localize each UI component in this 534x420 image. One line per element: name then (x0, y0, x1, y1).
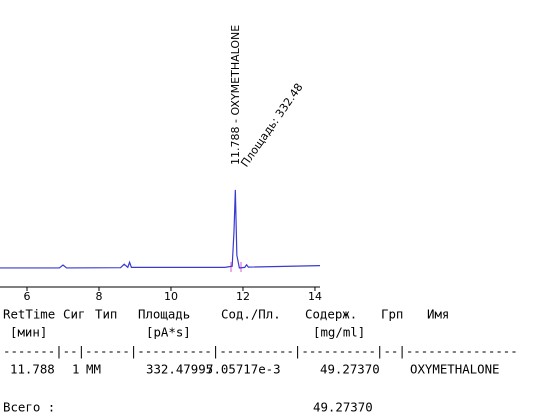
x-tick-label: 10 (164, 290, 178, 303)
total-value: 49.27370 (313, 400, 373, 415)
table-cell: 7.05717e-3 (206, 362, 281, 377)
column-header: Тип (95, 307, 117, 322)
column-unit: [mg/ml] (313, 325, 365, 340)
column-header: Площадь (138, 307, 190, 322)
table-cell: 11.788 (10, 362, 55, 377)
table-cell: 332.47995 (146, 362, 213, 377)
column-header: Содерж. (305, 307, 357, 322)
column-header: Грп (381, 307, 403, 322)
separator: -------|--|------|----------|----------|… (3, 344, 518, 359)
x-tick-label: 8 (95, 290, 102, 303)
x-tick-label: 12 (236, 290, 250, 303)
peak-label: 11.788 - OXYMETHALONE (229, 25, 242, 165)
table-cell: 1 (72, 362, 79, 377)
table-cell: 49.27370 (320, 362, 380, 377)
column-header: Имя (427, 307, 449, 322)
column-header: Сод./Пл. (221, 307, 281, 322)
x-tick-label: 6 (23, 290, 30, 303)
table-cell: MM (86, 362, 101, 377)
x-tick-label: 14 (308, 290, 322, 303)
column-header: RetTime (3, 307, 55, 322)
signal-line (0, 189, 321, 269)
column-header: Сиг (63, 307, 85, 322)
column-unit: [мин] (10, 325, 47, 340)
peak-area-label: Площадь: 332.48 (238, 81, 305, 169)
total-label: Всего : (3, 400, 55, 415)
column-unit: [pA*s] (146, 325, 191, 340)
table-cell: OXYMETHALONE (410, 362, 500, 377)
